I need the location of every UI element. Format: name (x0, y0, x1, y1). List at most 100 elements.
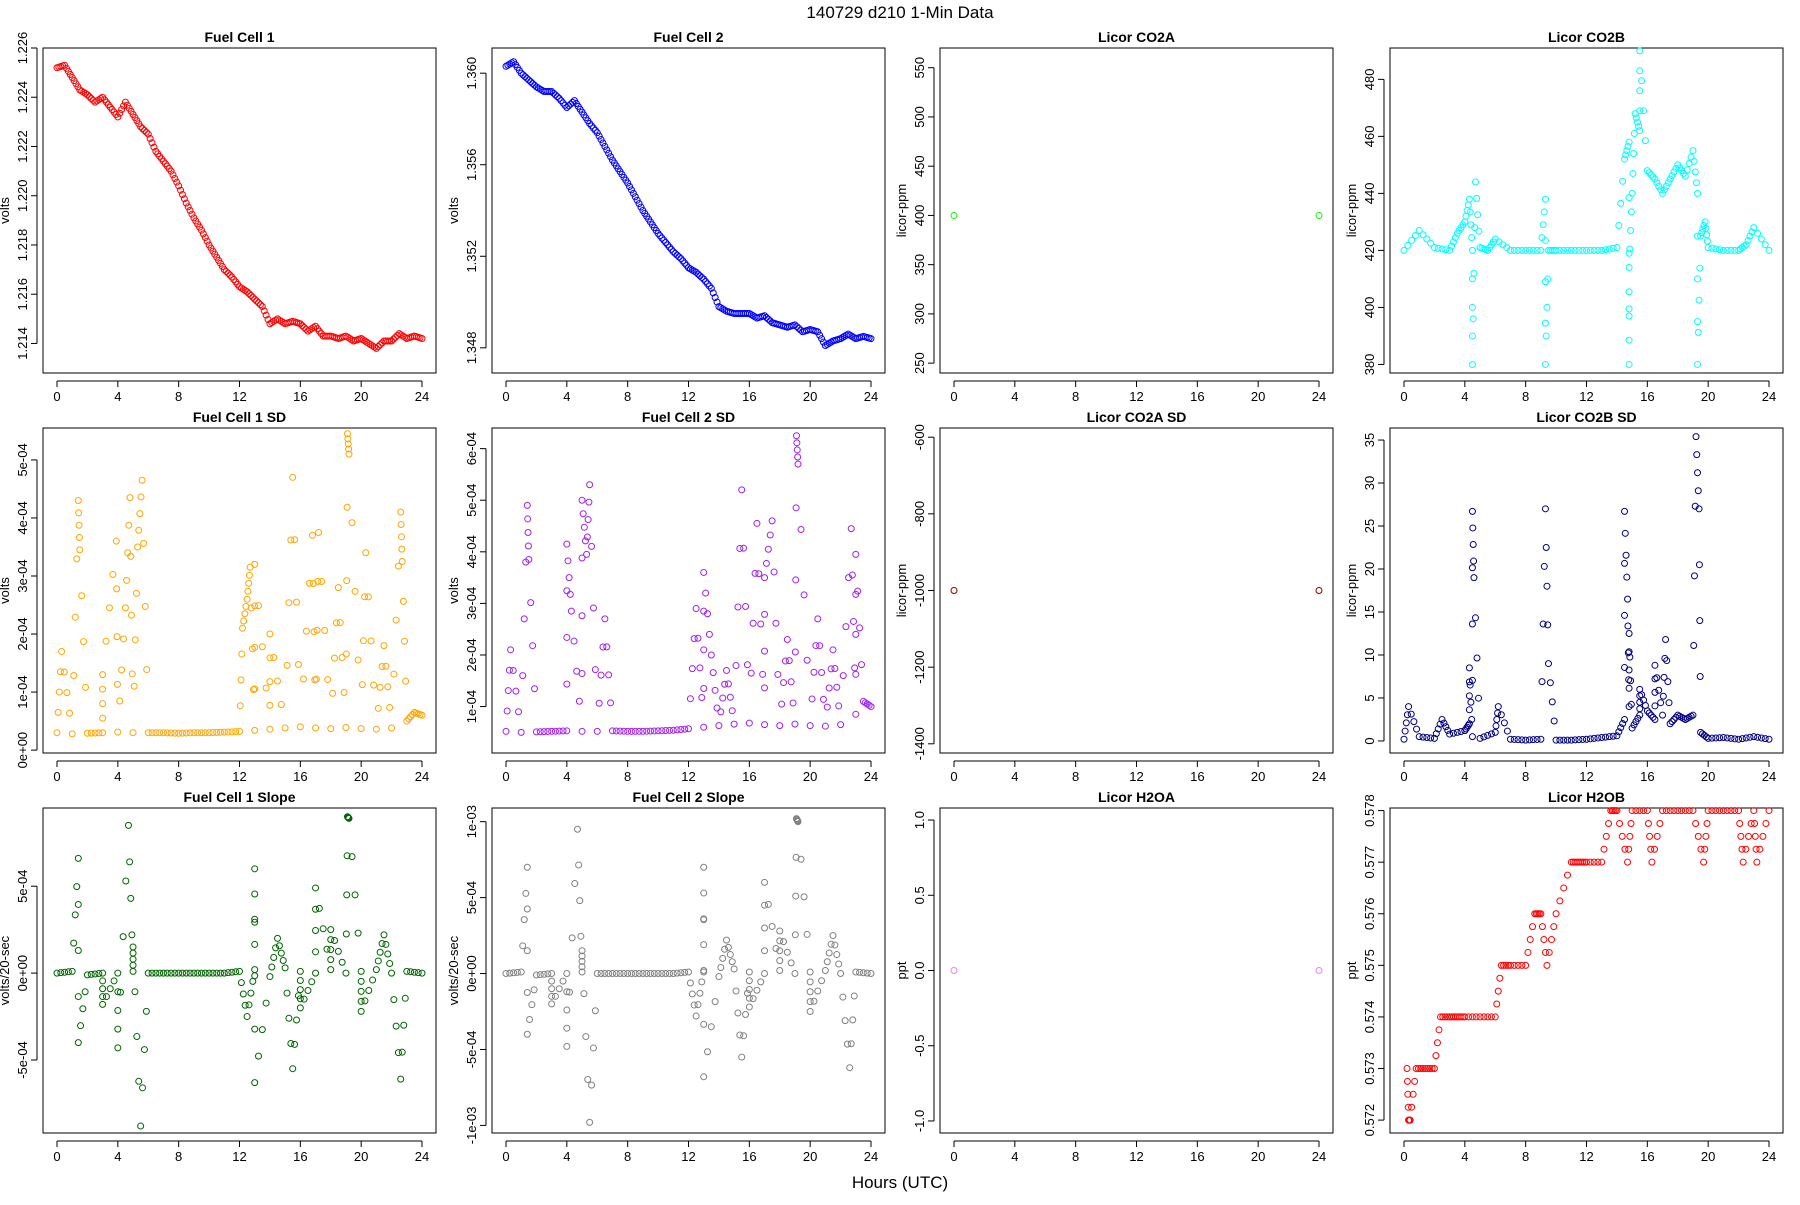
data-point (260, 307, 268, 315)
data-point (1753, 858, 1761, 866)
data-point (719, 954, 727, 962)
x-tick-label: 20 (1701, 1149, 1715, 1164)
data-point (566, 590, 574, 598)
data-point (578, 612, 586, 620)
data-point (70, 672, 78, 680)
x-tick-label: 20 (354, 389, 368, 404)
data-point (1694, 832, 1702, 840)
data-point (555, 94, 563, 102)
data-point (1602, 246, 1610, 254)
data-point (135, 526, 143, 534)
data-point (1586, 246, 1594, 254)
y-axis-label: volts (446, 577, 461, 604)
data-point (698, 694, 706, 702)
data-point (392, 1022, 400, 1030)
data-point (1621, 529, 1629, 537)
data-point (1681, 172, 1689, 180)
plot-frame (1389, 47, 1784, 374)
data-point (1626, 245, 1634, 253)
data-point (378, 940, 386, 948)
data-point (827, 665, 835, 673)
y-tick-label: 30 (1362, 476, 1377, 490)
x-tick-label: 0 (950, 769, 957, 784)
data-point (1583, 246, 1590, 254)
data-point (1468, 1013, 1476, 1021)
data-point (226, 271, 234, 279)
data-point (124, 821, 132, 829)
data-point (324, 676, 332, 684)
data-point (253, 297, 261, 305)
data-point (1621, 155, 1629, 163)
data-point (1575, 736, 1583, 744)
data-point (867, 970, 875, 978)
data-point (852, 550, 860, 558)
data-point (237, 676, 245, 684)
data-point (374, 704, 382, 712)
data-point (1653, 179, 1661, 187)
data-point (1590, 858, 1598, 866)
data-point (73, 555, 81, 563)
data-point (343, 577, 351, 585)
data-point (283, 661, 291, 669)
data-point (819, 695, 827, 703)
data-point (850, 992, 858, 1000)
data-point (776, 937, 784, 945)
data-point (182, 969, 190, 977)
y-tick-label: 2e-04 (464, 638, 479, 671)
data-point (1615, 221, 1623, 229)
data-point (331, 937, 339, 945)
data-point (1560, 246, 1568, 254)
y-tick-label: 0.578 (1362, 794, 1377, 827)
data-point (418, 711, 426, 719)
data-point (504, 687, 512, 695)
data-point (635, 970, 643, 978)
data-point (517, 968, 525, 976)
y-axis-label: volts (446, 197, 461, 224)
data-point (730, 965, 738, 973)
data-point (1430, 734, 1438, 742)
data-point (548, 985, 556, 993)
data-point (407, 968, 415, 976)
data-point (774, 670, 782, 678)
data-point (1756, 845, 1764, 853)
data-point (99, 985, 107, 993)
data-point (224, 969, 232, 977)
x-tick-label: 20 (1701, 769, 1715, 784)
data-point (1738, 735, 1746, 743)
data-point (665, 970, 673, 978)
data-point (509, 666, 517, 674)
data-point (74, 1039, 82, 1047)
data-point (75, 534, 83, 542)
x-tick-label: 8 (175, 389, 182, 404)
data-point (812, 642, 820, 650)
data-point (129, 729, 137, 737)
data-point (1727, 807, 1735, 815)
data-point (588, 1081, 596, 1089)
data-point (401, 994, 409, 1002)
data-point (519, 672, 527, 680)
data-point (792, 576, 800, 584)
data-point (296, 320, 304, 328)
data-point (1539, 620, 1547, 628)
data-point (144, 969, 152, 977)
data-point (829, 932, 837, 940)
data-point (681, 725, 689, 733)
data-point (182, 199, 190, 207)
x-tick-label: 4 (114, 1149, 121, 1164)
data-point (1708, 244, 1716, 252)
data-point (315, 904, 323, 912)
data-point (1468, 275, 1476, 283)
y-tick-label: 480 (1362, 69, 1377, 91)
data-point (548, 992, 556, 1000)
data-point (715, 722, 723, 730)
data-point (1412, 1065, 1420, 1073)
y-tick-label: 5e-04 (464, 881, 479, 914)
data-point (761, 610, 769, 618)
data-point (585, 498, 593, 506)
data-point (728, 958, 736, 966)
data-point (1537, 735, 1545, 743)
data-point (1613, 732, 1621, 740)
data-point (386, 703, 394, 711)
data-point (308, 978, 316, 986)
